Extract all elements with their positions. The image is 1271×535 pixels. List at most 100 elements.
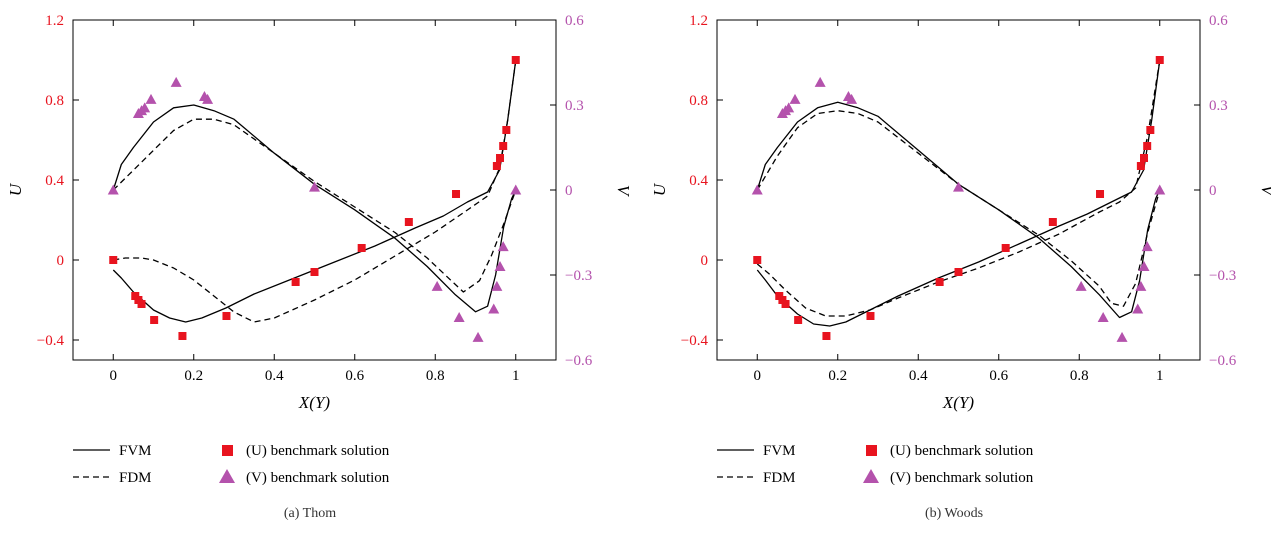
y-right-tick-label: 0.3 (565, 98, 584, 114)
legend-fdm-label: FDM (763, 470, 796, 486)
chart-panel-woods: 0 0.2 0.4 0.6 0.8 1 −0.4 0 0.4 0.8 1.2 −0.6 −0.3 0 0.3… (644, 0, 1271, 535)
y-left-tick-label: 1.2 (45, 13, 64, 29)
v-benchmark-point (1097, 312, 1109, 322)
chart-caption: (a) Thom (283, 506, 337, 521)
y-right-tick-label: 0.3 (1209, 98, 1228, 114)
v-benchmark-point (491, 280, 503, 291)
u-benchmark-point (1140, 154, 1149, 162)
v-benchmark-point (846, 93, 858, 104)
v-benchmark-point (1138, 261, 1150, 271)
x-tick-label: 0 (110, 368, 118, 384)
v-benchmark-point (1075, 280, 1087, 291)
u-benchmark-point (1096, 190, 1105, 198)
y-right-tick-label: 0 (1209, 183, 1217, 199)
u-benchmark-point (502, 126, 511, 134)
v-benchmark-point (497, 241, 509, 252)
v-benchmark-point (783, 102, 795, 113)
chart-caption: (b) Woods (924, 506, 984, 521)
u-benchmark-point (178, 332, 187, 340)
u-benchmark-point (357, 244, 366, 252)
u-benchmark-point (1001, 244, 1010, 252)
u-benchmark-point (822, 332, 831, 340)
v-benchmark-point (107, 184, 119, 195)
v-benchmark-point (1135, 280, 1147, 291)
y-right-tick-label: −0.3 (565, 268, 592, 284)
y-left-axis-title: U (650, 182, 669, 196)
u-benchmark-point (1136, 162, 1145, 170)
u-benchmark-point (499, 142, 508, 150)
u-benchmark-point (753, 256, 762, 264)
u-benchmark-point (511, 56, 520, 64)
legend-u-label: (U) benchmark solution (890, 443, 1034, 459)
u-benchmark-point (137, 300, 146, 308)
fvm-right-line (112, 104, 517, 313)
u-benchmark-point (1155, 56, 1164, 64)
v-benchmark-point (145, 93, 157, 104)
v-benchmark-point (953, 181, 964, 192)
v-benchmark-point (751, 184, 763, 195)
y-right-tick-label: 0 (565, 183, 573, 199)
u-benchmark-point (492, 162, 501, 170)
chart-svg-thom: 0 0.2 0.4 0.6 0.8 1 −0.4 0 0.4 0.8 1.2 −0.6 −0.3 0 0.3… (6, 13, 633, 486)
y-right-axis-title: V (1258, 185, 1271, 198)
v-benchmark-point (1116, 331, 1128, 342)
x-tick-label: 0.2 (184, 368, 203, 384)
u-benchmark-point (1143, 142, 1152, 150)
legend-u-swatch (222, 445, 233, 456)
v-benchmark-point (431, 280, 443, 291)
u-benchmark-point (1146, 126, 1155, 134)
u-benchmark-point (781, 300, 790, 308)
y-right-tick-label: 0.6 (565, 13, 584, 29)
y-left-axis-title: U (6, 182, 25, 196)
y-right-tick-label: −0.6 (565, 353, 593, 369)
y-left-tick-label: 0.8 (45, 93, 64, 109)
x-tick-label: 0.6 (345, 368, 364, 384)
v-benchmark-point (789, 93, 801, 104)
x-axis-title: X(Y) (942, 393, 975, 412)
y-right-tick-label: −0.3 (1209, 268, 1236, 284)
fdm-right-line (756, 110, 1161, 307)
legend-v-swatch (863, 469, 879, 483)
y-left-tick-label: 0 (701, 253, 709, 269)
x-tick-label: 0.8 (1070, 368, 1089, 384)
v-benchmark-point (1132, 303, 1144, 314)
u-benchmark-point (1048, 218, 1057, 226)
u-benchmark-point (310, 268, 319, 276)
v-benchmark-point (494, 261, 506, 271)
fdm-left-line (113, 59, 517, 323)
v-benchmark-point (309, 181, 320, 192)
u-benchmark-point (935, 278, 944, 286)
fdm-right-line (112, 118, 517, 293)
legend-v-label: (V) benchmark solution (890, 470, 1034, 486)
fvm-right-line (756, 101, 1161, 319)
v-benchmark-point (139, 102, 151, 113)
u-benchmark-point (954, 268, 963, 276)
x-tick-label: 0.2 (828, 368, 847, 384)
u-benchmark-point (866, 312, 875, 320)
x-tick-label: 0.4 (265, 368, 284, 384)
v-benchmark-point (510, 184, 522, 195)
legend-u-label: (U) benchmark solution (246, 443, 390, 459)
x-tick-label: 0.8 (426, 368, 445, 384)
legend: FVM FDM (U) benchmark solution (V) benchmar… (717, 443, 1034, 486)
u-benchmark-point (452, 190, 461, 198)
y-left-tick-label: 0.4 (45, 173, 64, 189)
u-benchmark-point (222, 312, 231, 320)
legend-v-label: (V) benchmark solution (246, 470, 390, 486)
legend: FVM FDM (U) benchmark solution (V) benchmar… (73, 443, 390, 486)
y-left-tick-label: 0 (57, 253, 65, 269)
u-benchmark-point (150, 316, 159, 324)
u-benchmark-point (109, 256, 118, 264)
y-left-tick-label: −0.4 (681, 333, 709, 349)
y-left-tick-label: 1.2 (689, 13, 708, 29)
y-right-axis-title: V (614, 185, 633, 198)
legend-u-swatch (866, 445, 877, 456)
u-benchmark-point (404, 218, 413, 226)
x-tick-label: 1 (1156, 368, 1164, 384)
y-left-tick-label: −0.4 (37, 333, 65, 349)
legend-fvm-label: FVM (119, 443, 152, 459)
chart-panel-thom: 0 0.2 0.4 0.6 0.8 1 −0.4 0 0.4 0.8 1.2 −0.6 −0.3 0 0.3… (0, 0, 633, 535)
u-benchmark-point (291, 278, 300, 286)
legend-v-swatch (219, 469, 235, 483)
v-benchmark-point (814, 76, 826, 87)
